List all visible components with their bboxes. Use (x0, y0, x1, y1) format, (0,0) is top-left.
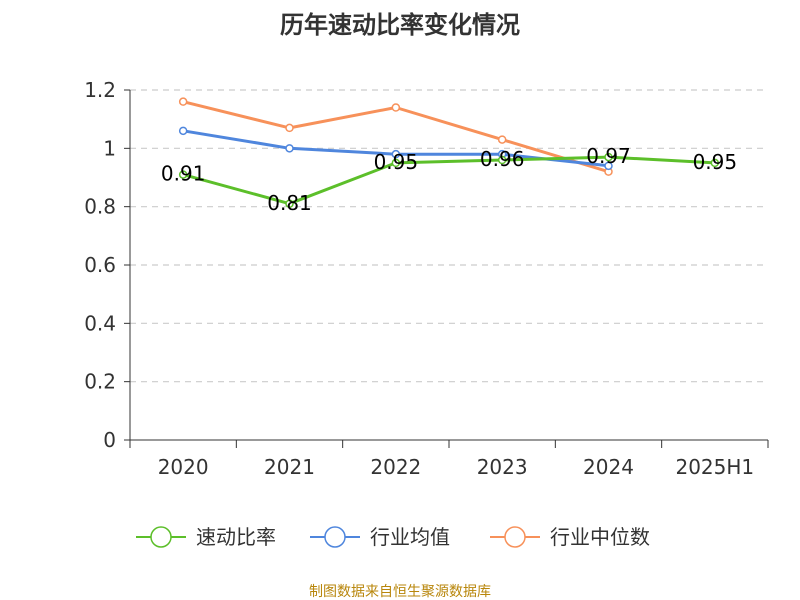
legend-marker-0 (150, 526, 172, 548)
data-label-2: 0.95 (374, 150, 419, 174)
data-label-3: 0.96 (480, 147, 525, 171)
y-tick-label-2: 0.4 (84, 311, 116, 335)
point-1-4 (604, 161, 613, 171)
legend-marker-2 (504, 526, 526, 548)
y-tick-label-3: 0.6 (84, 253, 116, 277)
data-label-4: 0.97 (586, 144, 631, 168)
y-tick-label-0: 0 (103, 428, 116, 452)
x-tick-label-0: 2020 (158, 455, 209, 479)
point-0-1 (285, 199, 294, 208)
y-tick-label-1: 0.2 (84, 370, 116, 394)
data-label-0: 0.91 (161, 162, 206, 186)
point-0-3 (497, 155, 507, 165)
data-labels: 0.91 0.81 0.95 0.96 0.97 0.95 (161, 144, 737, 215)
point-0-2 (391, 158, 401, 168)
legend-label-2: 行业中位数 (550, 525, 650, 549)
series-lines (178, 97, 720, 208)
data-label-1: 0.81 (267, 191, 312, 215)
x-tick-label-2: 2022 (370, 455, 421, 479)
point-2-2 (391, 103, 401, 112)
series-line-0 (182, 155, 715, 206)
x-tick-label-4: 2024 (583, 455, 634, 479)
point-0-4 (604, 152, 613, 162)
y-tick-label-5: 1 (103, 136, 116, 160)
x-tick-label-3: 2023 (477, 455, 528, 479)
legend-marker-1 (324, 526, 346, 548)
point-1-2 (391, 149, 401, 159)
point-1-1 (285, 144, 294, 153)
point-2-1 (285, 123, 294, 133)
point-2-0 (178, 97, 188, 106)
legend: 速动比率 行业均值 行业中位数 (136, 525, 650, 549)
chart-title: 历年速动比率变化情况 (280, 11, 520, 39)
point-1-0 (178, 126, 188, 136)
legend-label-0: 速动比率 (196, 525, 276, 549)
point-2-3 (497, 135, 507, 144)
grid-lines (130, 89, 768, 383)
y-tick-label-6: 1.2 (84, 78, 116, 102)
point-0-5 (710, 158, 720, 168)
data-label-5: 0.95 (693, 150, 738, 174)
point-0-0 (178, 170, 188, 179)
legend-label-1: 行业均值 (370, 525, 450, 549)
x-tick-label-5: 2025H1 (675, 455, 754, 479)
source-note: 制图数据来自恒生聚源数据库 (309, 584, 491, 600)
y-tick-label-4: 0.8 (84, 195, 116, 219)
x-tick-label-1: 2021 (264, 455, 315, 479)
